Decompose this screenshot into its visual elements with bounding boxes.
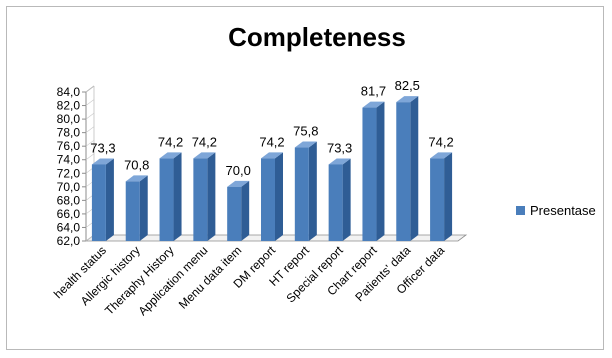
data-label: 74,2 [192,134,217,149]
y-tick-depth [85,85,95,93]
data-label: 74,2 [158,134,183,149]
bar [227,186,242,241]
bar-side [308,141,317,241]
data-label: 74,2 [428,134,453,149]
bar [362,107,377,241]
y-tick-depth [85,99,95,106]
chart-legend: Presentase [516,203,596,218]
bar-top [362,101,385,108]
bar-top [227,180,250,187]
bar-side [241,180,250,241]
bar [193,158,208,241]
y-tick-label: 70,0 [57,180,81,194]
data-label: 81,7 [361,84,386,99]
y-tick-depth [85,126,95,133]
data-label: 70,0 [226,163,251,178]
y-tick-label: 66,0 [57,207,81,221]
y-tick-label: 62,0 [57,234,81,248]
data-label: 73,3 [90,140,115,155]
bar-side [342,158,351,241]
bar [125,181,140,241]
bar-top [159,152,182,159]
bar [91,164,106,241]
bar-side [207,152,216,241]
y-tick-depth [85,112,95,120]
y-tick-label: 82,0 [57,99,81,113]
bar-top [396,96,419,103]
bar-top [430,152,453,159]
y-tick-label: 64,0 [57,220,81,234]
legend-label-presentase: Presentase [530,203,596,218]
bar-top [91,158,114,165]
data-label: 82,5 [395,78,420,93]
bar-side [173,152,182,241]
bar [261,158,275,241]
bar [430,158,445,241]
data-label: 73,3 [327,140,352,155]
bar-side [139,175,148,241]
bar-side [275,152,283,241]
y-tick-label: 76,0 [57,139,81,153]
y-tick-depth [85,153,95,160]
bar-side [444,152,453,241]
bar [294,147,309,241]
bar [159,158,174,241]
bar [396,102,411,241]
bar-side [410,96,419,241]
y-tick-depth [85,139,95,147]
y-tick-label: 68,0 [57,193,81,207]
bar-top [294,141,317,148]
data-label: 75,8 [293,124,318,139]
bar-top [328,158,351,165]
legend-swatch-presentase [516,206,525,215]
y-tick-label: 80,0 [57,112,81,126]
bar-top [261,152,283,159]
y-tick-label: 84,0 [57,85,81,99]
bar-top [193,152,216,159]
y-tick-label: 74,0 [57,153,81,167]
bar-side [105,158,114,241]
bar [328,164,343,241]
chart-title: Completeness [228,22,406,52]
bar-top [125,175,148,182]
data-label: 70,8 [124,157,149,172]
data-label: 74,2 [259,134,284,149]
bar-side [376,101,385,241]
chart-data-labels: 73,3 70,8 74,2 74,2 70,0 74,2 75,8 73,3 81,7 82,5… [90,78,453,178]
y-tick-label: 72,0 [57,166,81,180]
chart-bars [91,96,453,241]
y-tick-label: 78,0 [57,126,81,140]
